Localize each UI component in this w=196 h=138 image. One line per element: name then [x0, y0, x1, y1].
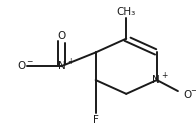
Text: CH₃: CH₃ — [117, 7, 136, 17]
Text: −: − — [190, 87, 196, 96]
Text: O: O — [57, 31, 65, 41]
Text: N: N — [58, 61, 66, 71]
Text: O: O — [17, 61, 25, 71]
Text: +: + — [161, 71, 167, 80]
Text: −: − — [26, 57, 33, 66]
Text: O: O — [184, 90, 192, 100]
Text: +: + — [67, 57, 74, 66]
Text: F: F — [93, 115, 99, 125]
Text: N: N — [152, 75, 160, 85]
